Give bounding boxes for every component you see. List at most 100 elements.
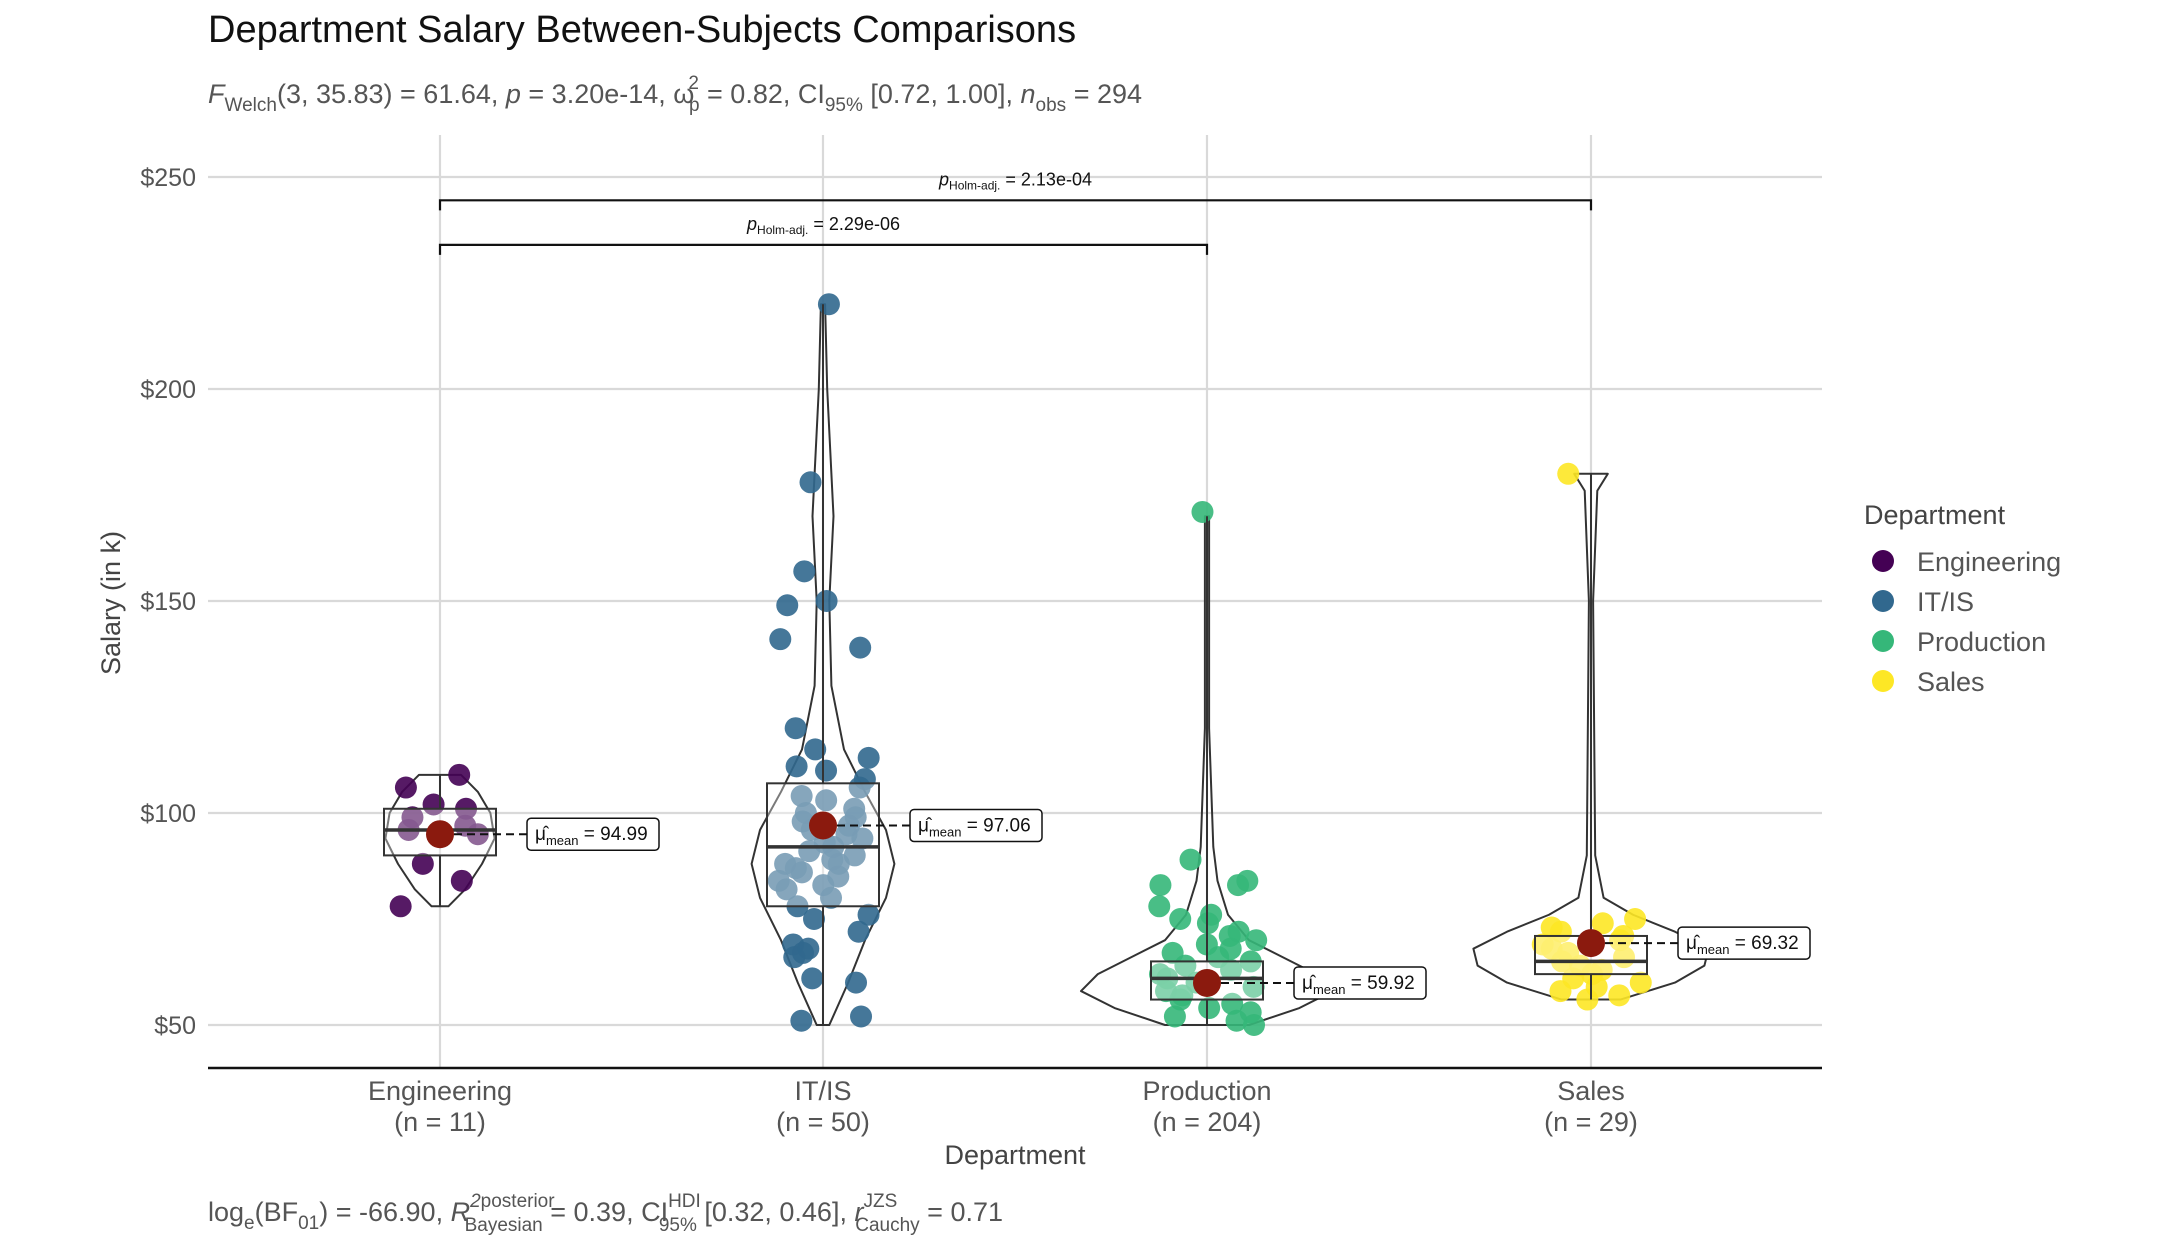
boxplots — [383, 304, 1648, 1025]
data-point — [851, 827, 874, 850]
violins — [384, 303, 1710, 1026]
data-point — [790, 861, 813, 884]
data-point — [801, 967, 824, 990]
pairwise-bracket — [438, 199, 1593, 211]
data-point — [784, 717, 807, 740]
x-tick-label: Sales — [1557, 1076, 1625, 1106]
data-point — [845, 971, 868, 994]
data-point — [1242, 975, 1265, 998]
data-point — [1624, 908, 1647, 930]
x-tick-n-label: (n = 204) — [1153, 1107, 1262, 1137]
data-point — [804, 738, 827, 761]
data-point — [820, 886, 843, 909]
mean-point — [426, 820, 454, 849]
chart-subtitle: FWelch(3, 35.83) = 61.64, p = 3.20e-14, … — [208, 73, 1142, 116]
data-point — [448, 763, 471, 786]
grid-lines — [208, 135, 1822, 1068]
data-point — [849, 636, 872, 659]
x-tick-n-label: (n = 29) — [1544, 1107, 1638, 1137]
x-tick-n-label: (n = 50) — [776, 1107, 870, 1137]
y-tick-label: $250 — [140, 164, 196, 192]
data-point — [1169, 908, 1192, 930]
data-point — [411, 852, 434, 875]
data-point — [799, 471, 822, 494]
data-point — [1149, 874, 1172, 897]
data-point — [775, 878, 798, 901]
data-point — [389, 895, 412, 918]
legend-label: IT/IS — [1917, 587, 1974, 617]
legend-key — [1872, 550, 1894, 572]
data-point — [1549, 980, 1572, 1003]
data-point — [785, 755, 808, 778]
legend-key — [1872, 670, 1894, 692]
mean-label-box — [526, 817, 660, 851]
legend-label: Production — [1917, 627, 2046, 657]
data-point — [1174, 954, 1197, 977]
data-point — [1163, 1005, 1186, 1028]
mean-point — [1193, 968, 1221, 997]
data-point — [1179, 848, 1202, 871]
data-point — [1148, 895, 1171, 918]
mean-point — [809, 811, 837, 840]
mean-label: μ̂mean = 97.06 — [918, 815, 1031, 839]
mean-label: μ̂mean = 59.92 — [1302, 973, 1415, 997]
pairwise-label: pHolm-adj. = 2.13e-04 — [938, 169, 1092, 192]
data-point — [776, 594, 799, 617]
pairwise-bracket — [438, 243, 1209, 255]
x-tick-label: Production — [1142, 1076, 1271, 1106]
legend-key — [1872, 630, 1894, 652]
legend: Department Engineering IT/IS Production Sal… — [1864, 500, 2061, 697]
chart-caption: loge(BF01) = -66.90, R2posterior Bayesian… — [208, 1191, 1003, 1236]
data-point — [783, 946, 806, 969]
data-point — [450, 869, 473, 892]
data-point — [1198, 997, 1221, 1020]
data-point — [769, 628, 792, 651]
data-point — [1576, 988, 1599, 1011]
data-point — [1591, 912, 1614, 935]
data-point — [815, 590, 838, 612]
data-point — [394, 776, 417, 799]
data-point — [793, 560, 816, 583]
data-point — [1557, 462, 1580, 485]
legend-key — [1872, 590, 1894, 612]
data-point — [1225, 1009, 1248, 1032]
axes: $50 $100 $150 $200 $250 Engineering(n = 11) IT… — [140, 164, 1822, 1137]
mean-label-box — [909, 808, 1043, 843]
data-point — [848, 776, 871, 799]
data-point — [1243, 1014, 1266, 1036]
data-point — [815, 759, 838, 782]
data-point — [803, 908, 826, 930]
data-points — [389, 293, 1652, 1036]
y-tick-label: $200 — [140, 376, 196, 404]
data-point — [1608, 984, 1631, 1007]
data-point — [1220, 958, 1243, 981]
x-tick-n-label: (n = 11) — [394, 1107, 486, 1137]
x-axis-title: Department — [944, 1140, 1086, 1170]
data-point — [1191, 500, 1214, 523]
data-point — [1609, 929, 1632, 952]
y-axis-title: Salary (in k) — [96, 531, 126, 675]
chart-title: Department Salary Between-Subjects Compa… — [208, 9, 1076, 51]
data-point — [857, 746, 880, 769]
legend-label: Engineering — [1917, 547, 2061, 577]
legend-label: Sales — [1917, 667, 1985, 697]
data-point — [790, 785, 813, 808]
data-point — [790, 1009, 813, 1032]
data-point — [1221, 992, 1244, 1015]
data-point — [850, 1005, 873, 1028]
x-tick-label: IT/IS — [794, 1076, 851, 1106]
x-tick-label: Engineering — [368, 1076, 512, 1106]
box — [766, 782, 880, 908]
pairwise-label: pHolm-adj. = 2.29e-06 — [746, 214, 900, 237]
data-point — [1629, 971, 1652, 994]
data-point — [1245, 929, 1268, 952]
data-point — [857, 903, 880, 926]
mean-label: μ̂mean = 69.32 — [1686, 933, 1799, 957]
mean-label-box — [1293, 966, 1427, 1000]
data-point — [1549, 920, 1572, 943]
mean-point — [1577, 929, 1605, 958]
y-tick-label: $50 — [154, 1012, 196, 1040]
pairwise-comparisons: pHolm-adj. = 2.29e-06 pHolm-adj. = 2.13e-… — [438, 169, 1593, 255]
data-point — [815, 789, 838, 812]
